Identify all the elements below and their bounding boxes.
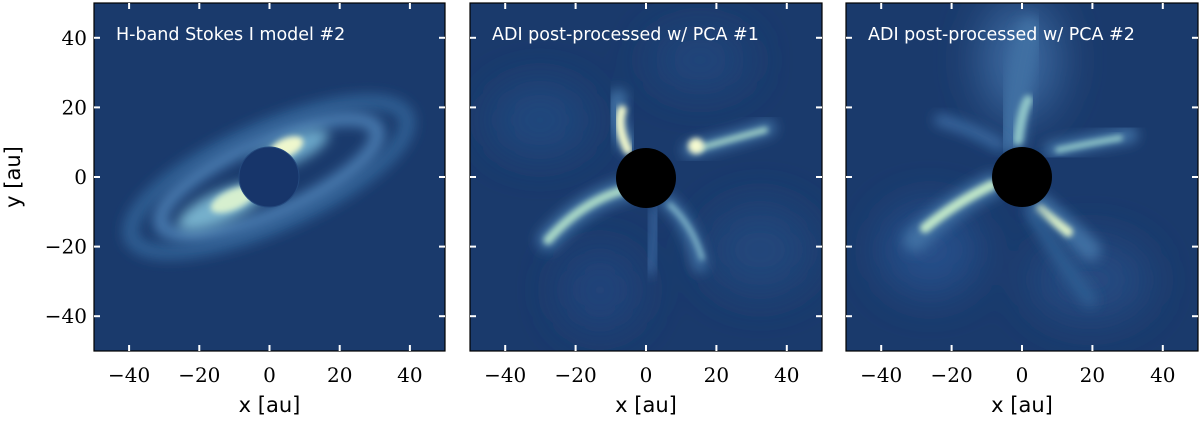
x-tick-label: 20	[327, 363, 352, 387]
x-tick-label: 20	[1080, 363, 1105, 387]
x-tick-label: 20	[704, 363, 729, 387]
x-tick-label: 40	[1150, 363, 1175, 387]
panel-3-xlabel: x [au]	[991, 393, 1053, 417]
model-image	[94, 3, 445, 351]
y-tick-label: 0	[74, 165, 87, 189]
x-tick-label: 0	[1016, 363, 1029, 387]
x-tick-label: −40	[108, 363, 150, 387]
x-tick-label: 40	[774, 363, 799, 387]
panel-1-ylabel: y [au]	[1, 146, 25, 208]
axis-ticks: −40 −20 0 20 40 −40 −20 0 20 40 −40 −20 0 20 40 −40 −20 0…	[45, 3, 1198, 387]
x-tick-label: −40	[484, 363, 526, 387]
y-tick-label: 40	[62, 26, 87, 50]
y-tick-label: −40	[45, 304, 87, 328]
x-tick-label: −40	[860, 363, 902, 387]
x-tick-label: −20	[930, 363, 972, 387]
panel-3-title: ADI post-processed w/ PCA #2	[868, 25, 1135, 45]
panel-1-xlabel: x [au]	[239, 393, 301, 417]
panel-pca-1	[469, 2, 823, 352]
x-tick-label: 0	[263, 363, 276, 387]
y-tick-label: 20	[62, 95, 87, 119]
x-tick-label: −20	[178, 363, 220, 387]
x-tick-label: 40	[397, 363, 422, 387]
coronagraph-mask	[992, 147, 1052, 207]
panel-2-title: ADI post-processed w/ PCA #1	[492, 25, 759, 45]
panel-1-title: H-band Stokes I model #2	[116, 25, 345, 45]
coronagraph-mask	[616, 148, 676, 208]
y-tick-label: −20	[45, 235, 87, 259]
inner-mask	[239, 147, 299, 207]
speckle-arms	[903, 17, 1138, 307]
pca2-image	[846, 3, 1198, 351]
x-tick-label: −20	[554, 363, 596, 387]
panel-pca-2	[845, 2, 1199, 352]
pca1-image	[470, 3, 822, 351]
x-tick-label: 0	[640, 363, 653, 387]
panel-model	[93, 2, 446, 352]
panel-2-xlabel: x [au]	[615, 393, 677, 417]
